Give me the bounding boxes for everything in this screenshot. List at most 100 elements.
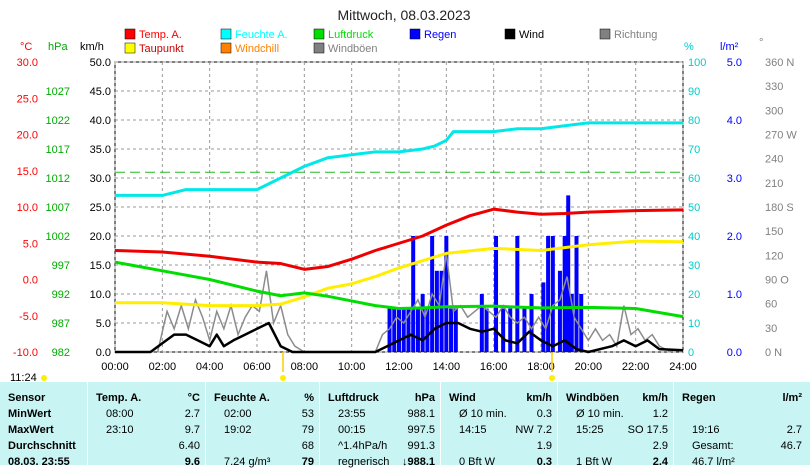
cell-1-3-value: 79 <box>301 456 314 468</box>
row-label-min: MinWert <box>8 408 52 420</box>
rain-bar-18 <box>501 308 506 352</box>
cell-2-3-value: ↓988.1 <box>401 456 435 468</box>
x-tick-2: 04:00 <box>196 361 224 373</box>
rain-bar-23 <box>541 282 546 352</box>
cell-2-2-value: 991.3 <box>407 440 435 452</box>
cell-0-2-value: 6.40 <box>178 440 200 452</box>
x-tick-5: 10:00 <box>338 361 366 373</box>
rain-bar-29 <box>569 294 574 352</box>
tick-direction-10: 60 <box>765 299 777 311</box>
table-separator-2 <box>319 382 320 465</box>
cell-4-2-value: 2.9 <box>652 440 668 452</box>
row-labels-column: Sensor MinWert MaxWert Durchschnitt 08.0… <box>0 382 90 468</box>
col-title-4: Windböen <box>566 392 620 404</box>
axis-units: °C hPa km/h% l/m² ° <box>20 37 763 53</box>
table-separator-4 <box>557 382 558 465</box>
tick-labels: 00:00 02:00 04:00 06:00 08:00 10:00 12:00 14:00… <box>13 57 797 373</box>
legend-swatch-1 <box>220 28 232 40</box>
legend-swatch-8 <box>313 42 325 54</box>
legend-label-0: Temp. A. <box>139 29 182 41</box>
tick-wind-6: 20.0 <box>90 231 111 243</box>
rain-bar-28 <box>566 195 571 352</box>
series-lines <box>114 121 684 354</box>
unit-pressure: hPa <box>48 41 68 53</box>
legend-label-4: Wind <box>519 29 544 41</box>
x-tick-12: 24:00 <box>669 361 697 373</box>
tick-wind-9: 5.0 <box>96 318 111 330</box>
rain-bar-26 <box>557 270 562 352</box>
legend-swatch-3 <box>409 28 421 40</box>
table-separator-5 <box>673 382 674 465</box>
col-title-0: Temp. A. <box>96 392 142 404</box>
rain-bar-21 <box>522 308 527 352</box>
tick-pressure-7: 992 <box>52 289 70 301</box>
x-tick-8: 16:00 <box>480 361 508 373</box>
tick-wind-7: 15.0 <box>90 260 111 272</box>
rain-bar-14 <box>453 308 458 352</box>
legend-label-2: Luftdruck <box>328 29 374 41</box>
series-pressure <box>114 260 684 319</box>
cell-1-1-label: 19:02 <box>224 424 252 436</box>
unit-wind: km/h <box>80 41 104 53</box>
tick-direction-3: 270 W <box>765 130 797 142</box>
tick-temp-5: 5.0 <box>23 238 38 250</box>
unit-direction: ° <box>759 37 763 49</box>
col-unit-1: % <box>304 392 314 404</box>
row-label-max: MaxWert <box>8 424 54 436</box>
unit-humidity: % <box>684 41 694 53</box>
x-tick-4: 08:00 <box>291 361 319 373</box>
cell-5-1-label: 19:16 <box>692 424 720 436</box>
col-title-3: Wind <box>449 392 476 404</box>
x-tick-6: 12:00 <box>385 361 413 373</box>
rain-bar-17 <box>494 236 499 352</box>
tick-wind-5: 25.0 <box>90 202 111 214</box>
tick-humidity-7: 30 <box>688 260 700 272</box>
col-unit-2: hPa <box>414 392 435 404</box>
tick-pressure-2: 1017 <box>46 144 70 156</box>
tick-direction-7: 150 <box>765 226 783 238</box>
cell-5-2-value: 46.7 <box>780 440 802 452</box>
cell-5-1-value: 2.7 <box>786 424 802 436</box>
unit-temp: °C <box>20 41 32 53</box>
tick-temp-8: -10.0 <box>13 347 38 359</box>
col-unit-0: °C <box>187 392 200 404</box>
x-tick-7: 14:00 <box>433 361 461 373</box>
legend-swatch-5 <box>599 28 611 40</box>
series-wind <box>115 321 684 354</box>
tick-direction-6: 180 S <box>765 202 794 214</box>
cell-1-3-label: 7.24 g/m³ <box>224 456 271 468</box>
tick-humidity-1: 90 <box>688 86 700 98</box>
tick-wind-10: 0.0 <box>96 347 111 359</box>
cell-2-1-value: 997.5 <box>407 424 435 436</box>
rain-bar-7 <box>420 294 425 352</box>
cell-3-3-label: 0 Bft W <box>459 456 496 468</box>
col-unit-5: l/m² <box>782 392 802 404</box>
time-marker-label: 11:24 <box>10 372 37 382</box>
rain-bar-13 <box>449 308 454 352</box>
weather-chart: Mittwoch, 08.03.2023 Temp. A. Feuchte A. L… <box>10 7 797 382</box>
tick-pressure-0: 1027 <box>46 86 70 98</box>
cell-3-0-value: 0.3 <box>536 408 552 420</box>
rain-bar-2 <box>397 308 401 352</box>
cell-3-1-label: 14:15 <box>459 424 487 436</box>
tick-wind-1: 45.0 <box>90 86 111 98</box>
tick-temp-3: 15.0 <box>17 166 38 178</box>
legend-label-6: Taupunkt <box>139 43 184 55</box>
legend-label-8: Windböen <box>328 43 378 55</box>
tick-wind-3: 35.0 <box>90 144 111 156</box>
tick-pressure-4: 1007 <box>46 202 70 214</box>
tick-pressure-6: 997 <box>52 260 70 272</box>
time-marker-dot <box>41 375 47 381</box>
cell-2-3-label: regnerisch <box>338 456 390 468</box>
tick-direction-11: 30 <box>765 323 777 335</box>
tick-humidity-3: 70 <box>688 144 700 156</box>
cell-0-1-label: 23:10 <box>106 424 134 436</box>
tick-rain-5: 0.0 <box>727 347 742 359</box>
tick-rain-3: 2.0 <box>727 231 742 243</box>
cell-0-0-value: 2.7 <box>184 408 200 420</box>
tick-wind-2: 40.0 <box>90 115 111 127</box>
tick-temp-7: -5.0 <box>19 311 38 323</box>
tick-rain-2: 3.0 <box>727 173 742 185</box>
tick-direction-12: 0 N <box>765 347 782 359</box>
table-separator-0 <box>87 382 88 465</box>
